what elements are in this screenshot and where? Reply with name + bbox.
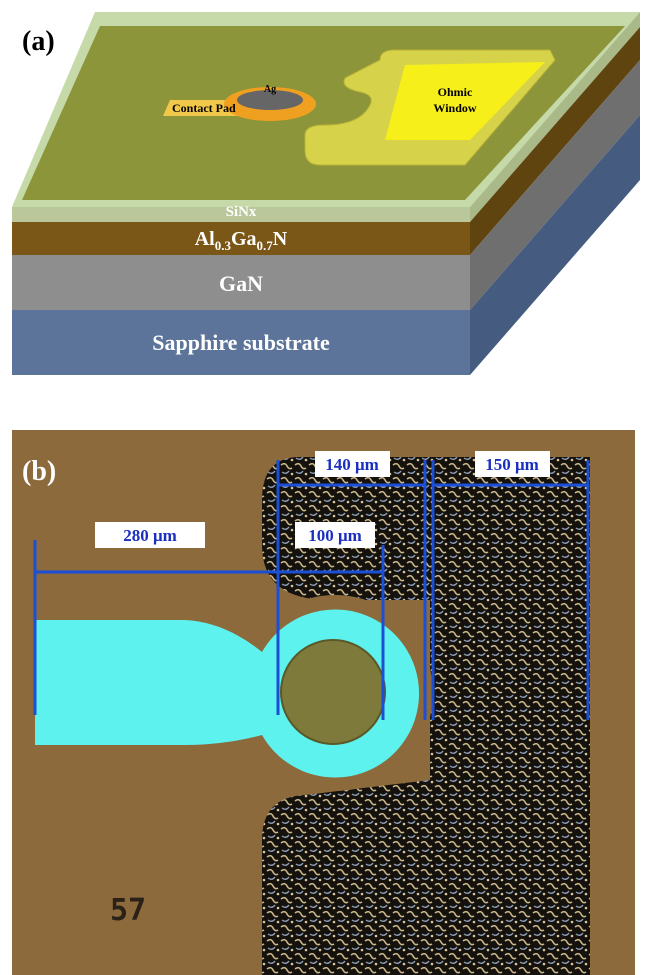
contact-pad-label: Contact Pad	[172, 101, 236, 115]
ag-label: Ag	[264, 84, 276, 95]
figure: (a) Contact Pad Ag Ohmic Window SiNx Al0…	[0, 0, 647, 975]
ohmic-label: Window	[433, 101, 476, 115]
formula-part: Ga	[231, 228, 257, 250]
dim-label: 100 μm	[308, 526, 362, 545]
panel-label: (b)	[22, 456, 56, 487]
panel-b: 280 μm 100 μm 140 μm 150 μm (b) 57	[12, 430, 635, 975]
layer-label: Sapphire substrate	[152, 330, 330, 355]
dim-label: 280 μm	[123, 526, 177, 545]
dim-label: 150 μm	[485, 455, 539, 474]
layer-label: GaN	[219, 271, 263, 296]
dim-label: 140 μm	[325, 455, 379, 474]
ohmic-label: Ohmic	[438, 85, 473, 99]
formula-part: Al	[195, 228, 215, 250]
formula-part: 0.3	[215, 238, 232, 253]
panel-a: (a) Contact Pad Ag Ohmic Window SiNx Al0…	[12, 12, 640, 375]
page: (a) Contact Pad Ag Ohmic Window SiNx Al0…	[0, 0, 647, 975]
formula-part: 0.7	[257, 238, 274, 253]
formula-part: N	[273, 228, 288, 250]
layer-label: SiNx	[226, 204, 257, 220]
panel-label: (a)	[22, 26, 55, 57]
layer-label: Al0.3Ga0.7N	[195, 228, 288, 253]
chip-mark: 57	[110, 893, 146, 928]
ag-dot	[281, 640, 385, 744]
